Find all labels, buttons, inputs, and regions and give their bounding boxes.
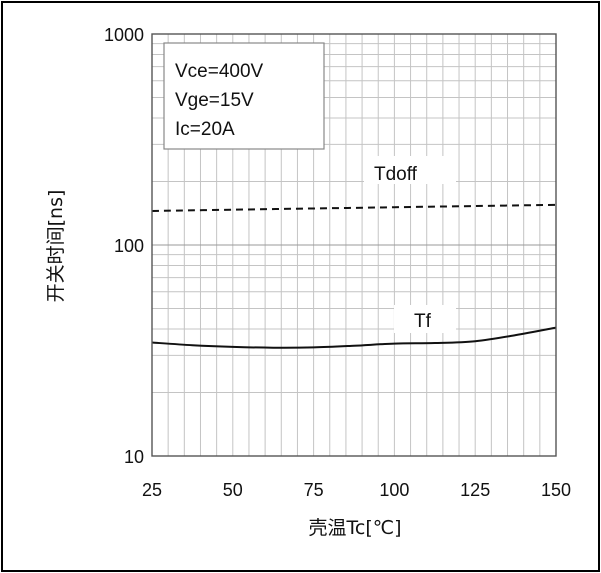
y-tick-label: 100	[114, 236, 144, 256]
legend-box-frame	[163, 42, 325, 150]
legend-box: Vce=400V Vge=15V Ic=20A	[163, 42, 325, 150]
series-line-tf	[151, 326, 557, 349]
x-tick-label: 150	[541, 480, 571, 500]
legend-line-vge: Vge=15V	[175, 90, 254, 111]
tf-label-bg	[394, 305, 456, 333]
y-tick-label: 10	[124, 447, 144, 467]
series-label-tdoff: Tdoff	[374, 164, 418, 185]
tick-labels: 25 50 75 100 125 150 10 100 1000	[104, 25, 571, 500]
y-axis-title: 开关时间[ns]	[45, 190, 67, 303]
x-tick-label: 75	[304, 480, 324, 500]
tdoff-label-bg	[364, 156, 456, 184]
legend-line-vce: Vce=400V	[175, 61, 264, 82]
x-axis-title: 壳温Tc[℃]	[309, 517, 402, 539]
legend-line-ic: Ic=20A	[175, 119, 235, 140]
x-tick-label: 50	[223, 480, 243, 500]
x-tick-label: 25	[142, 480, 162, 500]
x-tick-label: 125	[460, 480, 490, 500]
x-tick-label: 100	[379, 480, 409, 500]
y-tick-label: 1000	[104, 25, 144, 45]
series-label-tf: Tf	[414, 311, 432, 332]
plot-area	[151, 33, 557, 457]
series-layer	[151, 203, 557, 349]
series-line-tdoff	[151, 203, 557, 212]
